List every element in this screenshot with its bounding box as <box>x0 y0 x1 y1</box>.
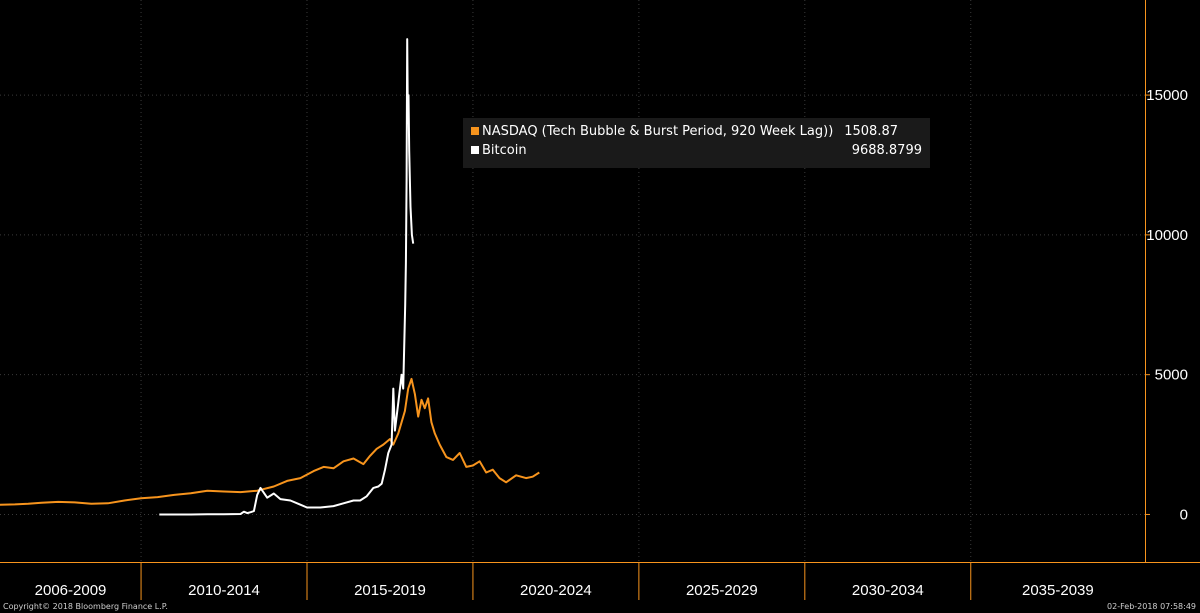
x-period-label-2: 2015-2019 <box>354 582 426 599</box>
legend: NASDAQ (Tech Bubble & Burst Period, 920 … <box>463 118 930 168</box>
legend-value-nasdaq: 1508.87 <box>844 124 898 139</box>
legend-label-bitcoin: Bitcoin <box>482 143 527 158</box>
series-lines <box>0 38 540 516</box>
legend-entry-nasdaq: NASDAQ (Tech Bubble & Burst Period, 920 … <box>471 123 922 141</box>
x-period-label-4: 2025-2029 <box>686 582 758 599</box>
series-line-1 <box>159 38 415 516</box>
copyright-text: Copyright© 2018 Bloomberg Finance L.P. <box>3 602 168 611</box>
y-tick-label-1: 5000 <box>1155 367 1188 384</box>
y-tick-label-3: 15000 <box>1146 87 1188 104</box>
y-tick-label-2: 10000 <box>1146 227 1188 244</box>
nasdaq-swatch-icon <box>471 127 479 135</box>
x-period-label-5: 2030-2034 <box>852 582 924 599</box>
x-period-label-0: 2006-2009 <box>35 582 107 599</box>
grid-lines <box>0 0 1145 562</box>
bitcoin-swatch-icon <box>471 146 479 154</box>
legend-value-bitcoin: 9688.8799 <box>851 143 922 158</box>
series-line-0 <box>0 377 540 506</box>
timestamp-text: 02-Feb-2018 07:58:49 <box>1107 602 1196 611</box>
axes: 0 5000 10000 15000 2006-2009 2010-2014 2015-20… <box>0 0 1200 600</box>
x-period-label-1: 2010-2014 <box>188 582 260 599</box>
y-tick-label-0: 0 <box>1180 506 1188 523</box>
chart-plot: 0 5000 10000 15000 2006-2009 2010-2014 2015-20… <box>0 0 1200 600</box>
x-period-label-3: 2020-2024 <box>520 582 592 599</box>
legend-entry-bitcoin: Bitcoin 9688.8799 <box>471 142 922 160</box>
x-period-label-6: 2035-2039 <box>1022 582 1094 599</box>
legend-label-nasdaq: NASDAQ (Tech Bubble & Burst Period, 920 … <box>482 124 834 139</box>
